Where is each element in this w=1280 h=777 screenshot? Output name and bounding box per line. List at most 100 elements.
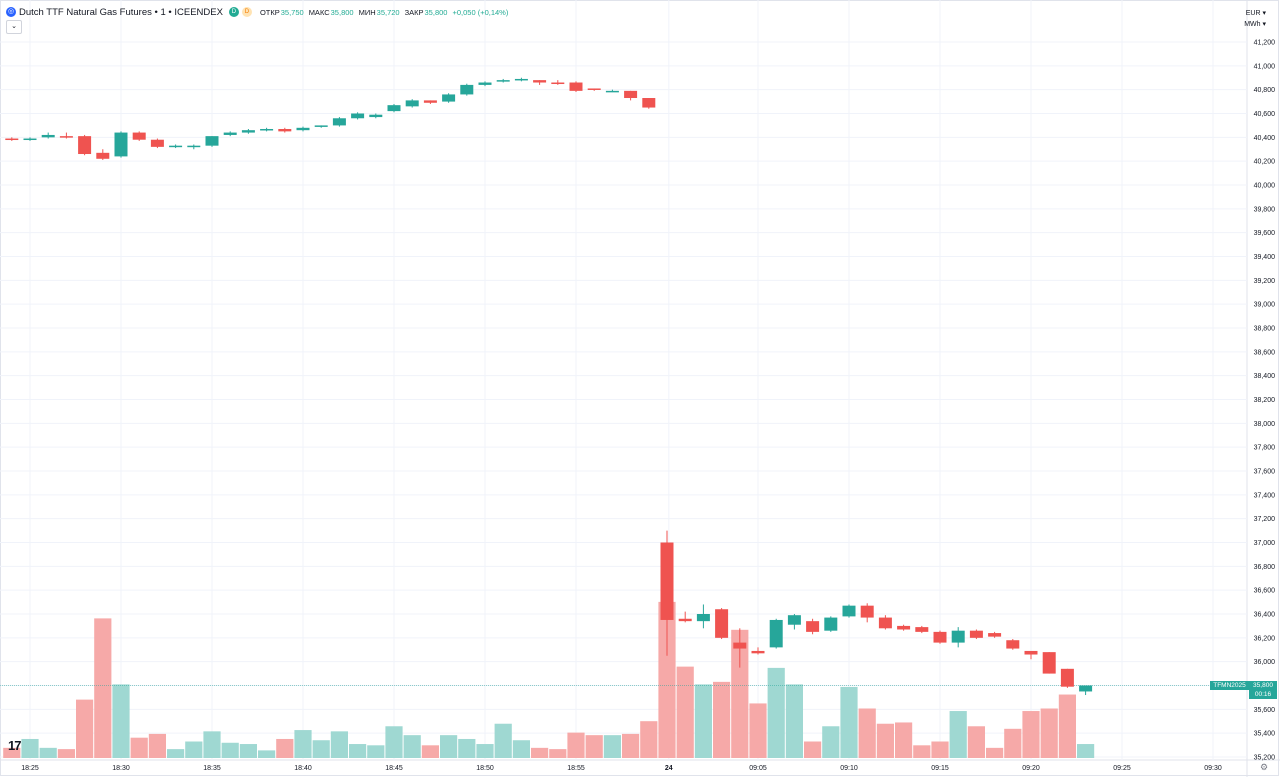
candle-body [442,94,456,102]
candle-body [59,136,73,138]
x-tick-label: 09:30 [1204,765,1222,772]
high-label: МАКС [308,7,330,17]
candle-body [915,627,929,632]
tradingview-logo-icon[interactable]: 17 [8,738,22,753]
candle-body [642,98,656,108]
volume-bar [785,684,803,758]
x-tick-label: 09:25 [1113,765,1131,772]
candle-body [1042,652,1056,674]
x-tick-label: 09:15 [931,765,949,772]
symbol-title[interactable]: Dutch TTF Natural Gas Futures • 1 • ICEE… [19,6,223,18]
y-tick-label: 41,000 [1254,63,1276,70]
candle-body [587,88,601,90]
volume-bar [367,745,385,758]
volume-bar [1040,708,1058,758]
y-tick-label: 39,800 [1254,206,1276,213]
close-label: ЗАКР [404,7,424,17]
y-tick-label: 36,200 [1254,635,1276,642]
volume-bar [185,741,203,758]
candle-body [314,125,328,127]
y-tick-label: 37,800 [1254,445,1276,452]
x-tick-label: 18:30 [112,765,130,772]
candle-body [715,609,729,638]
close-value: 35,800 [424,7,448,17]
candle-body [405,100,419,107]
y-tick-label: 35,600 [1254,707,1276,714]
x-tick-label: 09:10 [840,765,858,772]
volume-bar [567,732,585,758]
candle-body [733,642,747,649]
y-tick-label: 35,400 [1254,731,1276,738]
collapse-legend-button[interactable]: ⌄ [6,20,22,34]
volume-bar [403,735,421,758]
x-tick-label: 24 [665,765,673,772]
volume-bar [1058,694,1076,758]
volume-bar [112,684,130,758]
volume-bar [713,681,731,758]
y-tick-label: 36,000 [1254,659,1276,666]
volume-bar [167,749,185,758]
candle-body [187,145,201,148]
candle-body [1006,640,1020,649]
x-tick-label: 18:55 [567,765,585,772]
volume-bar [130,737,148,758]
candle-body [969,630,983,638]
volume-bar [822,726,840,758]
volume-bar [549,749,567,758]
y-tick-label: 41,200 [1254,40,1276,47]
symbol-logo-icon: ◎ [6,7,16,17]
y-tick-label: 38,400 [1254,373,1276,380]
open-label: ОТКР [259,7,280,17]
open-value: 35,750 [280,7,304,17]
candle-body [132,132,146,140]
volume-bar [494,723,512,758]
x-tick-label: 18:35 [203,765,221,772]
x-tick-label: 18:45 [385,765,403,772]
last-price-value: 35,800 [1253,682,1273,689]
candle-body [605,90,619,93]
last-price-tag: 35,800 00:16 [1249,681,1277,699]
currency-selector[interactable]: EUR ▾ MWh ▾ [1244,8,1266,30]
volume-bar [658,601,676,758]
candle-body [387,105,401,112]
chevron-down-icon: ▾ [1262,10,1266,17]
volume-bar [148,733,166,758]
bar-countdown: 00:16 [1254,691,1272,698]
candle-body [278,128,292,132]
candle-body [496,80,510,82]
candle-body [351,113,365,119]
volume-bar [1004,728,1022,758]
candle-body [1079,685,1093,692]
y-tick-label: 39,600 [1254,230,1276,237]
volume-bar [458,738,476,758]
symbol-price-tag: TFMN2025 [1210,681,1249,690]
candle-body [223,132,237,135]
volume-bar [21,738,39,758]
y-tick-label: 37,600 [1254,469,1276,476]
high-value: 35,800 [330,7,354,17]
candle-body [1060,668,1074,687]
candle-body [205,136,219,146]
y-tick-label: 40,400 [1254,135,1276,142]
volume-bar [676,666,694,758]
volume-bar [876,723,894,758]
candle-body [678,618,692,622]
currency-per-unit: MWh [1244,21,1261,28]
delayed-data-icon[interactable]: D [241,7,252,17]
volume-bar [330,731,348,758]
y-tick-label: 36,800 [1254,564,1276,571]
settings-gear-icon[interactable]: ⚙ [1260,762,1269,772]
change-value: +0,050 (+0,14%) [452,7,509,17]
y-tick-label: 38,000 [1254,421,1276,428]
candle-body [23,138,37,141]
volume-bar [767,667,785,758]
volume-bar [440,735,458,758]
volume-bar [895,722,913,758]
candle-body [78,136,92,155]
candle-body [878,617,892,629]
market-status-icon[interactable]: D [228,7,239,17]
candle-body [806,621,820,632]
volume-bar [294,730,312,758]
